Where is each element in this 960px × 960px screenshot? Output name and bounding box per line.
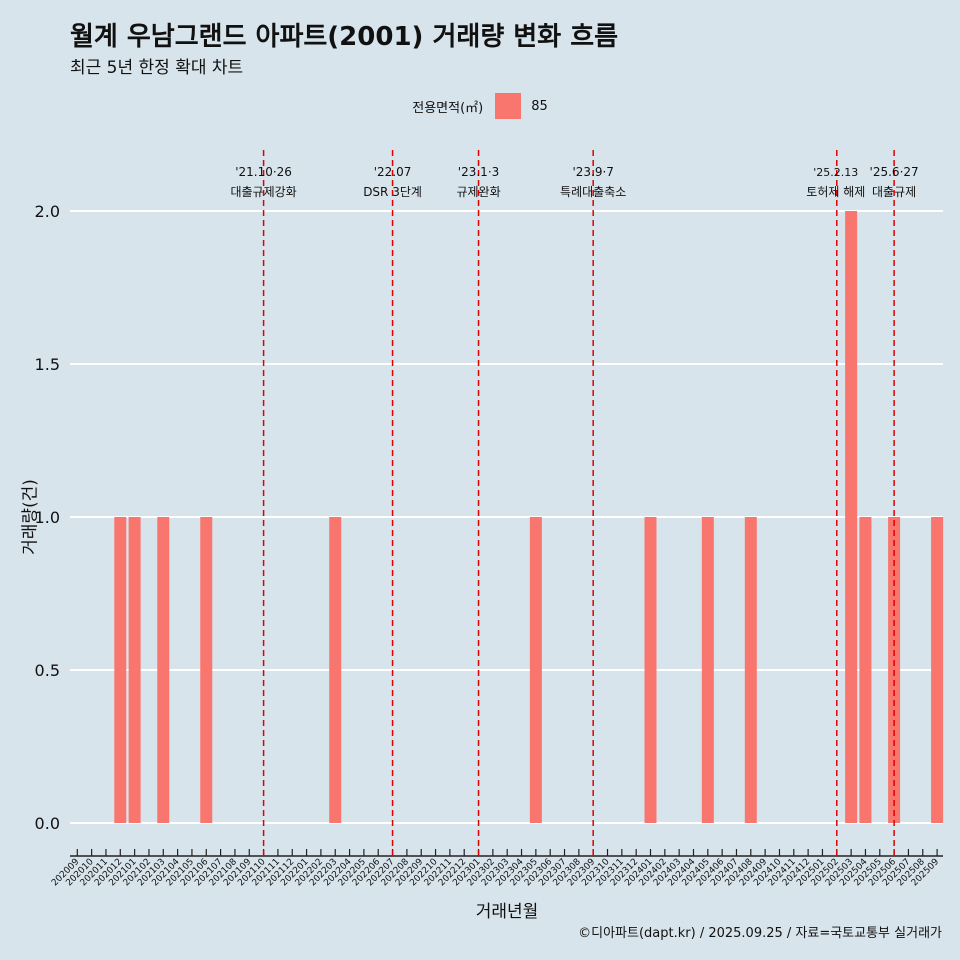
legend-title: 전용면적(㎡) [412,100,484,116]
event-date: '21.10·26 [235,165,292,179]
bar [200,517,213,823]
bar [529,517,542,823]
bar [701,517,714,823]
event-date: '23.9·7 [572,165,613,179]
bar [157,517,170,823]
event-label: DSR 3단계 [363,185,422,199]
y-tick-label: 1.5 [35,355,60,374]
event-date: '25.2.13 [813,166,858,179]
x-axis-label: 거래년월 [475,902,539,922]
event-label: 토허제 해제 [806,185,865,199]
y-tick-label: 0.0 [35,814,60,833]
event-date: '23.1·3 [458,165,499,179]
bar [931,517,944,823]
y-axis-label: 거래량(건) [20,479,41,555]
y-tick-label: 1.0 [35,508,60,527]
bar [845,211,858,823]
y-tick-label: 0.5 [35,661,60,680]
legend-item-label: 85 [531,98,548,114]
legend-swatch [495,93,522,119]
bar [114,517,127,823]
bar [644,517,657,823]
event-date: '25.6·27 [870,165,919,179]
bar [128,517,141,823]
event-label: 대출규제 [872,185,916,199]
legend: 전용면적(㎡) 85 [0,93,960,119]
event-label: 규제완화 [456,185,500,199]
event-label: 대출규제강화 [230,185,296,199]
chart-title: 월계 우남그랜드 아파트(2001) 거래량 변화 흐름 [70,22,619,52]
event-date: '22.07 [374,165,412,179]
bar [329,517,342,823]
event-label: 특례대출축소 [560,185,626,199]
bar [859,517,872,823]
source-caption: ©디아파트(dapt.kr) / 2025.09.25 / 자료=국토교통부 실… [578,926,942,941]
y-tick-label: 2.0 [35,202,60,221]
chart-subtitle: 최근 5년 한정 확대 차트 [70,58,244,78]
bar [744,517,757,823]
